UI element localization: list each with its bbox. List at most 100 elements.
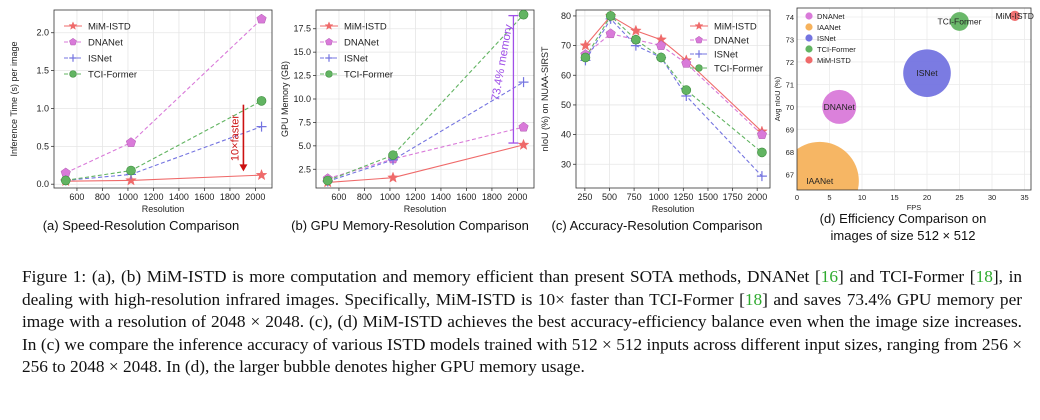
chart-b-point-tci-former <box>518 9 529 20</box>
chart-b-ytick-label: 5.0 <box>298 141 311 151</box>
chart-c-ylabel: nIoU (%) on NUAA-SIRST <box>540 46 550 152</box>
chart-d-ytick-label: 70 <box>786 103 794 112</box>
chart-d-bubble-label-dnanet: DNANet <box>824 102 856 112</box>
chart-c-point-tci-former <box>757 147 767 158</box>
chart-d-plot-frame <box>796 7 1032 191</box>
chart-b-ytick-label: 12.5 <box>293 71 311 81</box>
chart-d-xtick-label: 25 <box>955 193 963 202</box>
chart-b-point-mim-istd <box>387 171 399 183</box>
chart-b-legend-label-mim-istd: MiM-ISTD <box>344 22 387 33</box>
chart-b-legend-marker-tci-former <box>325 70 333 78</box>
chart-b-ytick-label: 10.0 <box>293 94 311 104</box>
chart-c-xlabel: Resolution <box>652 204 695 214</box>
chart-c-xtick-label: 1500 <box>698 192 718 202</box>
chart-a-ytick-label: 2.0 <box>36 28 49 38</box>
chart-d-bubble-label-iaanet: IAANet <box>806 176 834 186</box>
chart-a-annotation-arrowhead <box>239 164 248 172</box>
chart-b-xtick-label: 1400 <box>431 192 451 202</box>
chart-c-ytick-label: 80 <box>561 11 571 21</box>
chart-b-ytick-label: 2.5 <box>298 164 311 174</box>
chart-b-legend-marker-mim-istd <box>324 21 334 30</box>
caption-ref-1[interactable]: 16 <box>820 267 839 286</box>
chart-b-point-tci-former <box>388 150 398 161</box>
chart-d-ytick-label: 72 <box>786 58 794 67</box>
chart-a-legend-marker-mim-istd <box>68 21 78 30</box>
chart-c-legend-label-tci-former: TCI-Former <box>714 64 763 75</box>
chart-c-ytick-label: 70 <box>561 41 571 51</box>
chart-b-legend-marker-dnanet <box>325 37 333 46</box>
chart-d-legend-label-dnanet: DNANet <box>817 12 845 21</box>
chart-c-point-isnet <box>756 171 767 182</box>
chart-b-xlabel: Resolution <box>404 204 447 214</box>
chart-a-xtick-label: 2000 <box>245 192 265 202</box>
chart-a-xtick-label: 1200 <box>143 192 163 202</box>
chart-b-xtick-label: 600 <box>331 192 346 202</box>
chart-c-point-tci-former <box>580 52 591 63</box>
chart-d-ytick-label: 67 <box>786 170 794 179</box>
caption-part-2: ] and TCI-Former [ <box>838 267 976 286</box>
chart-c-legend-label-mim-istd: MiM-ISTD <box>714 22 757 33</box>
chart-b-ytick-label: 17.5 <box>293 24 311 34</box>
chart-b-point-tci-former <box>322 175 333 186</box>
chart-c-point-tci-former <box>656 52 666 63</box>
chart-b-xtick-label: 2000 <box>507 192 527 202</box>
chart-c-legend-marker-tci-former <box>695 64 703 72</box>
chart-d-xtick-label: 0 <box>795 193 799 202</box>
caption-ref-3[interactable]: 18 <box>744 289 763 309</box>
chart-d-bubble-dnanet <box>822 89 857 124</box>
chart-b-ylabel: GPU Memory (GB) <box>280 61 290 137</box>
chart-c-line-isnet <box>585 17 763 177</box>
chart-c-xtick-label: 2000 <box>747 192 767 202</box>
chart-c-xtick-label: 1000 <box>649 192 669 202</box>
chart-c-title: (c) Accuracy-Resolution Comparison <box>551 218 763 233</box>
chart-a-legend-marker-isnet <box>69 54 77 62</box>
caption-part-3: ], in dealing with high-resolution infra… <box>22 267 1023 309</box>
chart-c-plot-frame <box>575 9 771 189</box>
chart-d-legend-marker-dnanet <box>805 12 813 20</box>
chart-b-line-dnanet <box>327 126 524 180</box>
chart-c-legend-label-isnet: ISNet <box>714 50 738 61</box>
chart-b-xtick-label: 1000 <box>380 192 400 202</box>
chart-c-legend-marker-dnanet <box>695 35 703 44</box>
chart-a-xtick-label: 600 <box>69 192 84 202</box>
chart-b-xtick-label: 1800 <box>482 192 502 202</box>
chart-c-legend-label-dnanet: DNANet <box>714 36 749 47</box>
chart-d-ylabel: Avg nIoU (%) <box>773 76 782 121</box>
panel-d: DNANet IAANet ISNet TCI-Former MiM-ISTD 0 5 10 1… <box>773 6 1035 211</box>
chart-b-svg: 600 800 1000 1200 1400 1600 1800 2000 2.5 5.0 7.5 1… <box>280 9 535 214</box>
chart-b-line-mim-istd <box>327 144 524 183</box>
chart-b-xtick-label: 1600 <box>456 192 476 202</box>
chart-d-legend-label-iaanet: IAANet <box>817 23 842 32</box>
chart-c-xtick-label: 750 <box>627 192 642 202</box>
chart-a-legend-label-tci-former: TCI-Former <box>88 70 137 81</box>
chart-d-bubble-iaanet <box>797 141 859 190</box>
chart-c-xtick-label: 1250 <box>673 192 693 202</box>
chart-c-xtick-label: 1750 <box>723 192 743 202</box>
chart-a-legend-label-dnanet: DNANet <box>88 38 123 49</box>
chart-b-point-dnanet <box>518 121 529 132</box>
chart-c-xtick-label: 500 <box>602 192 617 202</box>
chart-a-title: (a) Speed-Resolution Comparison <box>42 218 240 233</box>
chart-d-bubble-mim-istd <box>1009 10 1020 21</box>
chart-d-legend-marker-isnet <box>805 34 813 42</box>
chart-c-xtick-label: 250 <box>577 192 592 202</box>
chart-a-xtick-label: 1600 <box>194 192 214 202</box>
chart-a-ylabel: Inference Time (s) per image <box>9 41 19 156</box>
chart-d-title: (d) Efficiency Comparison on images of s… <box>778 210 1028 244</box>
chart-b-xtick-label: 1200 <box>405 192 425 202</box>
chart-c-legend-marker-isnet <box>695 50 703 58</box>
chart-d-xtick-label: 30 <box>988 193 996 202</box>
chart-b-line-tci-former <box>327 14 524 182</box>
chart-b-ytick-label: 7.5 <box>298 117 311 127</box>
chart-a-point-dnanet <box>256 13 267 24</box>
chart-a-point-tci-former <box>60 175 71 186</box>
chart-c-point-tci-former <box>631 34 641 45</box>
caption-ref-2[interactable]: 18 <box>975 267 993 286</box>
chart-d-bubble-label-mim-istd: MiM-ISTD <box>996 11 1034 21</box>
chart-c-line-mim-istd <box>585 15 763 133</box>
panel-b: 600 800 1000 1200 1400 1600 1800 2000 2.5 5.0 7.5 1… <box>276 6 538 218</box>
chart-d-legend-label-tci-former: TCI-Former <box>817 45 856 54</box>
chart-d-xtick-label: 15 <box>890 193 898 202</box>
chart-d-bubble-tci-former <box>950 12 969 31</box>
chart-d-xtick-label: 20 <box>923 193 931 202</box>
